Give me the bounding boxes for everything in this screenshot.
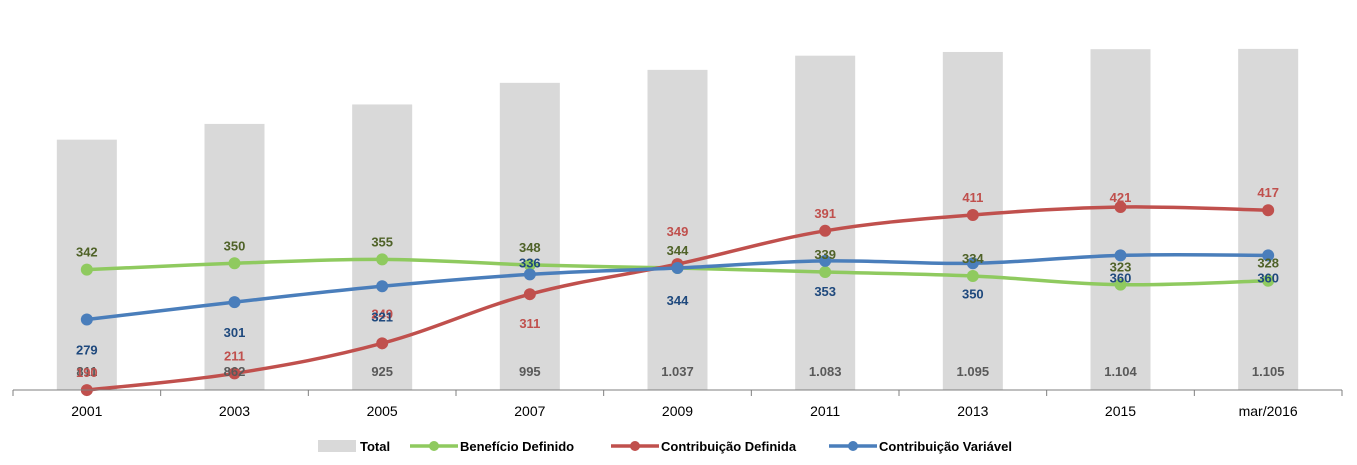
point-label-beneficio-definido-2009: 344: [667, 243, 689, 258]
point-label-contribuicao-definida-2013: 411: [962, 190, 983, 205]
legend-item-contribuicao-definida: Contribuição Definida: [611, 439, 797, 454]
point-label-beneficio-definido-2003: 350: [224, 238, 246, 253]
bar-label-2013: 1.095: [957, 364, 990, 379]
bar-total-2007: [499, 82, 560, 390]
point-label-beneficio-definido-mar-2016: 328: [1257, 256, 1279, 271]
point-contribuicao-variavel-2015: [1114, 249, 1127, 262]
point-label-contribuicao-variavel-2011: 353: [814, 284, 836, 299]
bar-total-mar-2016: [1238, 48, 1299, 391]
legend-marker-beneficio-definido: [429, 441, 439, 451]
legend-label-total: Total: [360, 439, 390, 454]
legend-marker-contribuicao-variavel: [848, 441, 858, 451]
legend-label-contribuicao-variavel: Contribuição Variável: [879, 439, 1012, 454]
x-tick-label-2013: 2013: [957, 403, 988, 419]
point-label-contribuicao-definida-2003: 211: [224, 348, 245, 363]
point-label-contribuicao-variavel-2013: 350: [962, 286, 984, 301]
point-label-contribuicao-variavel-mar-2016: 360: [1257, 270, 1279, 285]
legend-label-beneficio-definido: Benefício Definido: [460, 439, 574, 454]
bar-label-2007: 995: [519, 364, 541, 379]
labels-layer: 811 862 925 995 1.037 1.083 1.095 1.104 1.105 342…: [76, 185, 1284, 380]
point-label-contribuicao-definida-2007: 311: [519, 316, 540, 331]
point-label-beneficio-definido-2007: 348: [519, 240, 541, 255]
point-label-contribuicao-variavel-2005: 321: [371, 309, 393, 324]
bar-total-2011: [795, 55, 856, 390]
point-beneficio-definido-2003: [228, 257, 241, 270]
bar-label-mar-2016: 1.105: [1252, 364, 1285, 379]
point-contribuicao-definida-2013: [966, 208, 979, 221]
point-contribuicao-variavel-2001: [80, 313, 93, 326]
point-contribuicao-variavel-2009: [671, 262, 684, 275]
point-beneficio-definido-2007: [523, 258, 536, 271]
point-label-contribuicao-definida-2011: 391: [814, 206, 836, 221]
point-beneficio-definido-mar-2016: [1262, 274, 1275, 287]
point-label-contribuicao-definida-2015: 421: [1110, 190, 1132, 205]
lines-layer: [80, 201, 1275, 397]
point-contribuicao-variavel-2003: [228, 296, 241, 309]
point-label-contribuicao-definida-mar-2016: 417: [1257, 185, 1279, 200]
x-tick-label-2001: 2001: [71, 403, 102, 419]
bars-layer: [56, 48, 1299, 391]
legend-item-contribuicao-variavel: Contribuição Variável: [829, 439, 1012, 454]
x-tick-label-2011: 2011: [810, 403, 840, 419]
x-tick-label-2015: 2015: [1105, 403, 1136, 419]
legend-swatch-total: [318, 440, 356, 452]
point-label-beneficio-definido-2011: 339: [814, 247, 836, 262]
x-axis: 2001 2003 2005 2007 2009 2011 2013 2015 mar/2016: [12, 389, 1343, 419]
bar-total-2003: [204, 123, 265, 390]
legend: Total Benefício Definido Contribuição Defi…: [318, 439, 1012, 454]
point-contribuicao-variavel-2007: [523, 268, 536, 281]
point-contribuicao-variavel-2011: [819, 254, 832, 267]
point-contribuicao-definida-2015: [1114, 201, 1127, 214]
point-label-contribuicao-variavel-2007: 336: [519, 255, 541, 270]
point-beneficio-definido-2001: [80, 263, 93, 276]
bar-label-2001: 811: [76, 364, 97, 379]
legend-item-total: Total: [318, 439, 390, 454]
point-label-beneficio-definido-2013: 334: [962, 251, 984, 266]
point-contribuicao-definida-2007: [523, 288, 536, 301]
bar-label-2009: 1.037: [661, 364, 694, 379]
point-contribuicao-definida-2011: [819, 224, 832, 237]
point-contribuicao-variavel-2013: [966, 257, 979, 270]
point-beneficio-definido-2005: [376, 253, 389, 266]
bar-total-2015: [1090, 49, 1151, 390]
legend-item-beneficio-definido: Benefício Definido: [410, 439, 574, 454]
point-label-contribuicao-variavel-2015: 360: [1110, 270, 1132, 285]
bar-label-2015: 1.104: [1104, 364, 1137, 379]
point-label-contribuicao-definida-2001: 190: [76, 365, 98, 380]
point-contribuicao-definida-2005: [376, 337, 389, 350]
point-label-contribuicao-variavel-2001: 279: [76, 343, 98, 358]
bar-label-2003: 862: [224, 364, 246, 379]
x-tick-label-mar-2016: mar/2016: [1239, 403, 1298, 419]
point-label-contribuicao-definida-2005: 249: [371, 306, 393, 321]
x-tick-label-2007: 2007: [514, 403, 545, 419]
bar-label-2011: 1.083: [809, 364, 842, 379]
point-contribuicao-definida-mar-2016: [1262, 204, 1275, 217]
bar-total-2013: [942, 51, 1003, 390]
bar-total-2009: [647, 69, 708, 391]
point-contribuicao-variavel-mar-2016: [1262, 249, 1275, 262]
point-label-contribuicao-variavel-2009: 344: [667, 293, 689, 308]
point-label-beneficio-definido-2005: 355: [371, 234, 393, 249]
point-label-beneficio-definido-2015: 323: [1110, 260, 1132, 275]
point-beneficio-definido-2015: [1114, 278, 1127, 291]
point-beneficio-definido-2011: [819, 266, 832, 279]
point-contribuicao-variavel-2005: [376, 280, 389, 293]
point-label-contribuicao-variavel-2003: 301: [224, 325, 246, 340]
point-beneficio-definido-2013: [966, 269, 979, 282]
point-label-contribuicao-definida-2009: 349: [667, 224, 689, 239]
legend-label-contribuicao-definida: Contribuição Definida: [661, 439, 797, 454]
x-tick-label-2003: 2003: [219, 403, 250, 419]
legend-marker-contribuicao-definida: [630, 441, 640, 451]
point-label-beneficio-definido-2001: 342: [76, 245, 98, 260]
bar-label-2005: 925: [371, 364, 393, 379]
x-tick-label-2009: 2009: [662, 403, 693, 419]
x-tick-label-2005: 2005: [367, 403, 398, 419]
point-contribuicao-definida-2003: [228, 367, 241, 380]
